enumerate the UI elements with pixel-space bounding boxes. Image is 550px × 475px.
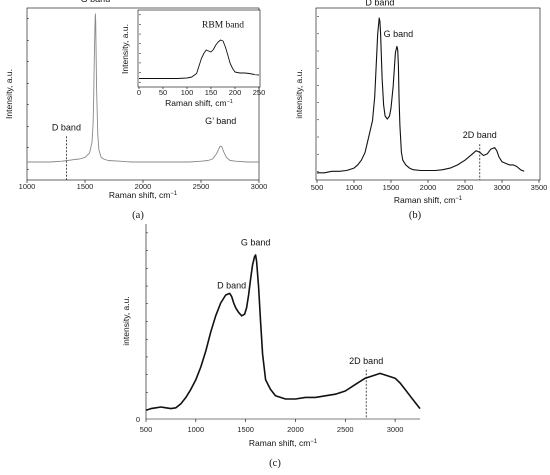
panel-c-xtick-label: 3000 xyxy=(387,425,404,434)
panel-c-xtick-label: 1500 xyxy=(237,425,254,434)
panel-b-ylabel: intensity, a.u. xyxy=(294,69,304,118)
panel-a-xtick-label: 2000 xyxy=(135,182,152,191)
panel-b-xtick-label: 3000 xyxy=(494,183,511,192)
panel-c-xtick-label: 2000 xyxy=(287,425,304,434)
panel-a-inset-ylabel: Intensity, a.u. xyxy=(120,24,130,74)
panel-c-xtick-label: 1000 xyxy=(187,425,204,434)
panel-b-axes xyxy=(315,7,541,181)
panel-a-inset-xtick-label: 150 xyxy=(205,88,218,97)
panel-a-inset-xtick-label: 0 xyxy=(137,88,141,97)
panel-b-xtick-label: 2000 xyxy=(420,183,437,192)
panel-a-xtick-label: 3000 xyxy=(251,182,268,191)
panel-c-annotation: G band xyxy=(241,237,271,247)
panel-a-annotation: G band xyxy=(81,0,111,4)
panel-a-xtick-label: 1000 xyxy=(19,182,36,191)
panel-a-inset-xtick-label: 250 xyxy=(253,88,266,97)
panel-b-xtick-label: 2500 xyxy=(457,183,474,192)
panel-b-annotation: 2D band xyxy=(463,130,497,140)
panel-a-inset-series-line xyxy=(139,39,260,79)
panel-a-inset-xtick-label: 50 xyxy=(159,88,167,97)
panel-b-xtick-label: 500 xyxy=(311,183,324,192)
panel-a-annotation: D band xyxy=(52,122,81,132)
panel-b-xtick-label: 1500 xyxy=(383,183,400,192)
panel-a-xlabel: Raman shift, cm−1 xyxy=(109,190,178,200)
panel-c-xtick-label: 2500 xyxy=(337,425,354,434)
panel-a-inset-xlabel: Raman shift, cm−1 xyxy=(165,98,233,108)
panel-c-annotation: D band xyxy=(217,281,246,291)
panel-b-annotation: G band xyxy=(384,29,414,39)
panel-a-series-line xyxy=(27,13,259,163)
panel-c-series-line xyxy=(145,254,421,411)
panel-c-xlabel: Raman shift, cm−1 xyxy=(249,438,318,448)
panel-a-inset-axes xyxy=(137,9,261,88)
panel-b-label: (b) xyxy=(409,210,422,221)
panel-c-annotation: 2D band xyxy=(349,356,383,366)
panel-a-xtick-label: 1500 xyxy=(77,182,94,191)
panel-b-annotation: D band xyxy=(365,0,394,7)
panel-a-inset-annotation: RBM band xyxy=(202,21,244,31)
panel-b-xtick-label: 1000 xyxy=(346,183,363,192)
panel-b-xlabel: Raman shift, cm−1 xyxy=(394,195,463,205)
panel-b-xtick-label: 3500 xyxy=(531,183,548,192)
panel-c-xtick-label: 500 xyxy=(140,425,153,434)
panel-a-annotation: G’ band xyxy=(205,116,236,126)
panel-a-label: (a) xyxy=(132,210,144,221)
panel-a-xtick-label: 2500 xyxy=(193,182,210,191)
panel-c-ylabel: intensity, a.u. xyxy=(121,296,131,345)
panel-c-ytick-label: 0 xyxy=(136,415,140,424)
panel-a-ylabel: Intensity, a.u. xyxy=(4,69,14,119)
panel-b-series-line xyxy=(317,17,525,174)
panel-c-label: (c) xyxy=(269,458,281,469)
panel-a-inset-xtick-label: 200 xyxy=(229,88,242,97)
panel-a-inset-xtick-label: 100 xyxy=(181,88,194,97)
